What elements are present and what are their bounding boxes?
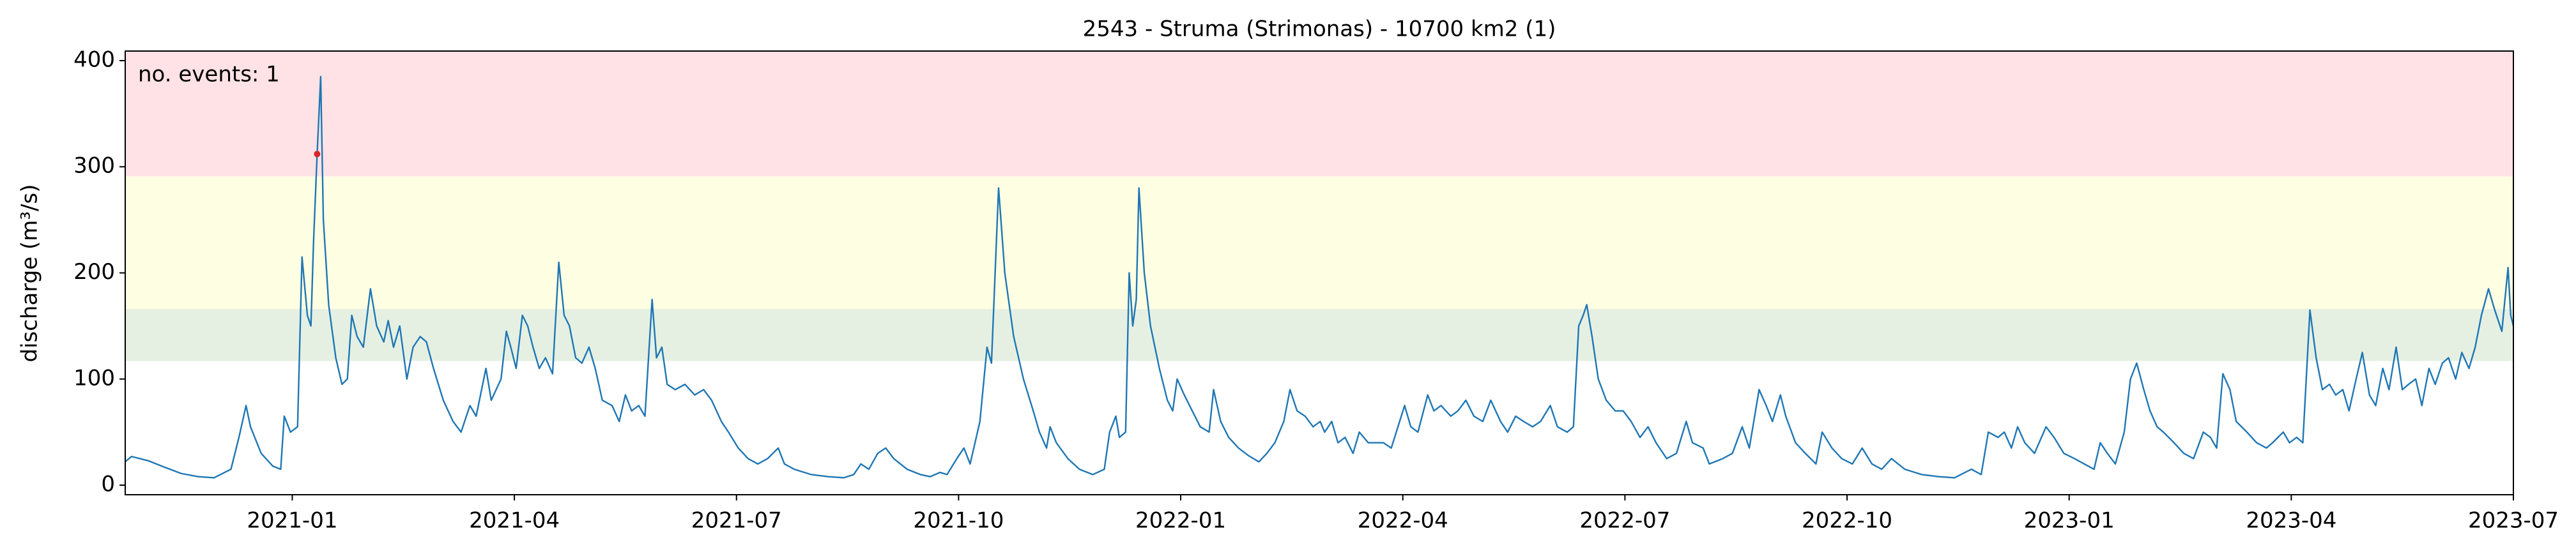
x-tick-label: 2022-04: [1358, 508, 1448, 534]
x-tick-label: 2021-07: [691, 508, 782, 534]
y-tick-label: 400: [73, 47, 115, 72]
threshold-band: [125, 51, 2513, 177]
x-tick-label: 2023-01: [2024, 508, 2115, 534]
x-tick-label: 2021-01: [247, 508, 337, 534]
x-tick-label: 2022-07: [1579, 508, 1670, 534]
x-tick-label: 2022-01: [1135, 508, 1226, 534]
axes-frame: [125, 50, 2514, 495]
y-tick-label: 0: [101, 472, 115, 497]
x-tick-label: 2021-04: [469, 508, 560, 534]
chart-title: 2543 - Struma (Strimonas) - 10700 km2 (1…: [1083, 17, 1556, 42]
plot-area: [125, 51, 2513, 479]
threshold-band: [125, 176, 2513, 310]
x-tick-label: 2023-07: [2468, 508, 2559, 534]
annotation: no. events: 1: [138, 62, 280, 87]
x-tick-label: 2022-10: [1802, 508, 1892, 534]
x-tick-label: 2021-10: [913, 508, 1004, 534]
discharge-line: [125, 75, 2513, 479]
y-tick-label: 100: [73, 365, 115, 391]
x-tick-label: 2023-04: [2246, 508, 2336, 534]
y-tick-label: 300: [73, 153, 115, 179]
event-marker: [314, 151, 321, 158]
y-tick-label: 200: [73, 259, 115, 285]
threshold-band: [125, 309, 2513, 361]
y-axis-label: discharge (m³/s): [17, 184, 43, 363]
